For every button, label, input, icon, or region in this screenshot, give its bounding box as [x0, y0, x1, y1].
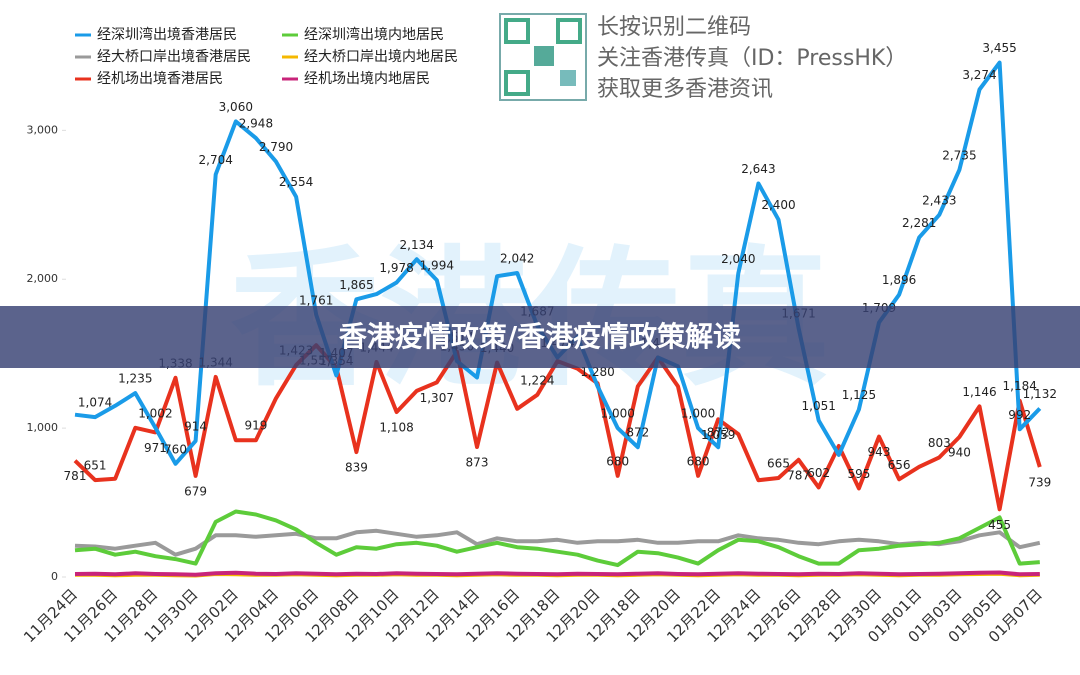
- value-label: 1,978: [379, 261, 413, 275]
- y-tick-label: 3,000: [27, 123, 59, 136]
- value-label: 1,280: [580, 365, 614, 379]
- value-label: 595: [847, 467, 870, 481]
- value-label: 2,400: [761, 198, 795, 212]
- series-line: [74, 570, 1040, 577]
- qr-text: 获取更多香港资讯: [597, 77, 773, 102]
- value-label: 1,132: [1023, 387, 1057, 401]
- value-label: 1,865: [339, 278, 373, 292]
- value-label: 2,643: [741, 162, 775, 176]
- value-label: 656: [888, 458, 911, 472]
- value-label: 680: [687, 454, 710, 468]
- value-label: 872: [707, 426, 730, 440]
- value-label: 803: [928, 436, 951, 450]
- value-label: 919: [244, 419, 267, 433]
- value-label: 872: [626, 426, 649, 440]
- value-label: 760: [164, 442, 187, 456]
- value-label: 787: [787, 468, 810, 482]
- qr-text: 长按识别二维码: [597, 15, 751, 40]
- qr-text: 关注香港传真（ID：PressHK）: [597, 46, 907, 71]
- value-label: 739: [1028, 475, 1051, 489]
- value-label: 1,000: [681, 407, 715, 421]
- y-tick-label: 0: [51, 570, 58, 583]
- value-label: 3,274: [962, 68, 996, 82]
- value-label: 2,281: [902, 216, 936, 230]
- y-tick-label: 1,000: [27, 421, 59, 434]
- value-label: 1,184: [1003, 379, 1037, 393]
- value-label: 2,433: [922, 193, 956, 207]
- value-label: 1,002: [138, 406, 172, 420]
- value-label: 1,146: [962, 385, 996, 399]
- value-label: 781: [64, 469, 87, 483]
- value-label: 651: [84, 459, 107, 473]
- value-label: 2,735: [942, 148, 976, 162]
- legend-label: 经机场出境内地居民: [304, 71, 430, 87]
- legend-label: 经大桥口岸出境内地居民: [304, 49, 458, 65]
- value-label: 943: [868, 445, 891, 459]
- value-label: 992: [1008, 408, 1031, 422]
- value-label: 839: [345, 461, 368, 475]
- value-label: 2,040: [721, 252, 755, 266]
- value-label: 2,042: [500, 251, 534, 265]
- series-line: [74, 528, 1041, 557]
- value-label: 1,307: [420, 391, 454, 405]
- value-label: 2,948: [239, 117, 273, 131]
- legend-label: 经机场出境香港居民: [97, 71, 223, 87]
- value-label: 679: [184, 484, 207, 498]
- value-label: 1,108: [379, 421, 413, 435]
- value-label: 2,790: [259, 140, 293, 154]
- value-label: 3,455: [982, 41, 1016, 55]
- value-label: 1,000: [601, 407, 635, 421]
- value-label: 1,994: [420, 259, 454, 273]
- value-label: 602: [807, 466, 830, 480]
- value-label: 1,896: [882, 273, 916, 287]
- value-label: 1,051: [802, 399, 836, 413]
- banner-bg: [0, 306, 1080, 368]
- value-label: 1,224: [520, 373, 554, 387]
- value-label: 914: [184, 419, 207, 433]
- value-label: 1,059: [701, 428, 735, 442]
- value-label: 680: [606, 454, 629, 468]
- value-label: 1,235: [118, 372, 152, 386]
- value-label: 2,134: [400, 238, 434, 252]
- value-label: 971: [144, 441, 167, 455]
- value-label: 3,060: [219, 100, 253, 114]
- series-line: [74, 509, 1040, 568]
- legend-label: 经大桥口岸出境香港居民: [97, 49, 251, 65]
- value-label: 1,074: [78, 396, 112, 410]
- value-label: 873: [466, 456, 489, 470]
- legend-label: 经深圳湾出境内地居民: [304, 26, 444, 43]
- value-label: 2,554: [279, 175, 313, 189]
- qr-code: [499, 13, 587, 101]
- value-label: 455: [988, 518, 1011, 532]
- value-label: 2,704: [199, 153, 233, 167]
- y-tick-label: 2,000: [27, 272, 59, 285]
- value-label: 1,761: [299, 293, 333, 307]
- legend-label: 经深圳湾出境香港居民: [97, 26, 237, 43]
- value-label: 665: [767, 456, 790, 470]
- value-label: 1,125: [842, 388, 876, 402]
- banner: 香港疫情政策/香港疫情政策解读: [339, 320, 741, 353]
- value-label: 940: [948, 446, 971, 460]
